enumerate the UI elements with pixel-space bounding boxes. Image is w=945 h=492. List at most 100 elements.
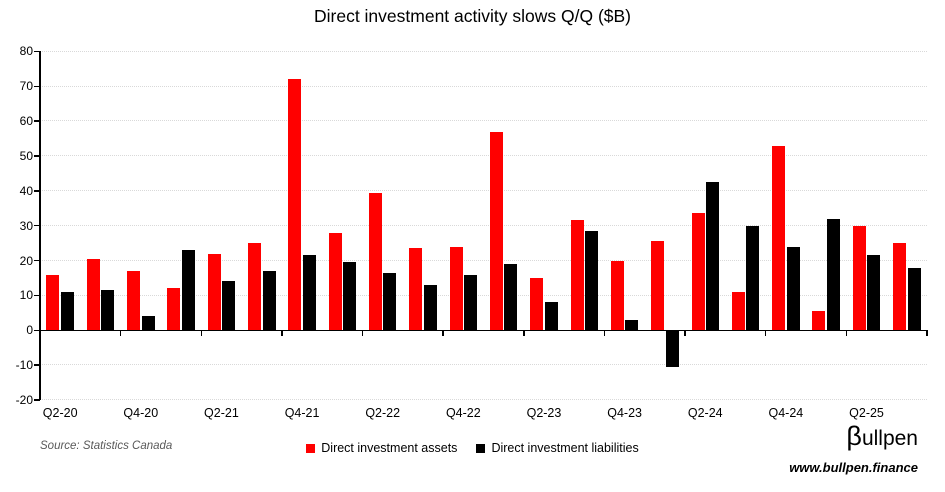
bar-assets-Q4-24 [772,145,786,331]
bar-liabilities-Q2-23 [544,302,558,331]
bar-liabilities-Q1-21 [181,250,195,331]
bar-assets-Q4-21 [288,79,302,331]
y-axis-line [39,51,41,400]
x-axis-tick-8 [684,330,686,337]
x-axis-label-Q2-25: Q2-25 [849,406,884,420]
y-axis-tick--10 [34,364,40,366]
bar-liabilities-Q2-21 [222,281,236,331]
bar-assets-Q3-21 [248,243,261,331]
y-axis-tick-80 [34,50,40,53]
bar-liabilities-Q1-23 [504,264,518,331]
bar-assets-Q1-22 [328,232,342,331]
bar-assets-Q3-22 [409,248,423,331]
gridline-60 [40,120,927,122]
x-axis-zero-line [40,329,927,332]
bar-assets-Q3-23 [570,220,584,331]
x-axis-label-Q2-22: Q2-22 [365,406,401,420]
y-axis-tick-20 [34,259,40,262]
bar-assets-Q3-25 [893,243,907,331]
x-axis-tick-4 [361,330,364,337]
bar-assets-Q4-22 [449,246,463,331]
bar-liabilities-Q3-20 [101,290,115,331]
bar-liabilities-Q1-25 [826,218,840,331]
bar-liabilities-Q4-24 [786,246,800,331]
beta-glyph: β [846,421,862,451]
bar-liabilities-Q2-20 [60,291,74,331]
x-axis-label-Q4-21: Q4-21 [284,406,320,420]
bar-liabilities-Q4-20 [141,316,155,331]
bar-liabilities-Q3-24 [746,225,760,331]
bar-liabilities-Q3-23 [585,230,599,331]
bar-assets-Q2-20 [46,274,60,331]
bar-assets-Q1-24 [651,241,665,331]
x-axis-tick-7 [603,330,606,337]
x-axis-tick-5 [442,330,444,337]
y-axis-label--20: -20 [15,393,33,407]
bar-assets-Q2-24 [691,213,705,331]
bar-liabilities-Q1-24 [665,330,679,367]
x-axis-tick-6 [523,330,525,337]
x-axis-tick-10 [845,330,848,337]
y-axis-label-50: 50 [19,148,33,163]
bar-assets-Q3-20 [86,258,100,331]
x-axis-label-Q4-24: Q4-24 [768,406,804,420]
gridline-50 [40,155,927,157]
bar-liabilities-Q4-22 [464,274,478,331]
bar-assets-Q3-24 [731,291,745,331]
gridline-40 [40,190,927,192]
bar-liabilities-Q1-22 [343,262,357,331]
y-axis-label-30: 30 [19,218,33,233]
bar-liabilities-Q2-24 [706,182,719,331]
bar-assets-Q1-21 [167,288,181,331]
x-axis-tick-3 [281,330,283,337]
gridline-10 [40,294,927,296]
y-axis-tick-50 [34,155,40,157]
gridline-70 [40,85,927,87]
bar-liabilities-Q3-25 [907,267,921,331]
x-axis-label-Q2-20: Q2-20 [42,406,78,420]
y-axis-label-40: 40 [19,183,33,198]
bar-liabilities-Q4-21 [302,255,316,331]
y-axis-label-10: 10 [19,288,33,303]
gridline--10 [40,364,927,366]
x-axis-label-Q4-20: Q4-20 [123,406,159,420]
y-axis-label-60: 60 [19,114,33,129]
bar-assets-Q4-20 [127,271,141,331]
site-url: www.bullpen.finance [789,460,918,475]
gridline-30 [40,224,927,226]
y-axis-tick-60 [34,120,40,122]
source-note: Source: Statistics Canada [40,440,173,452]
y-axis-label-70: 70 [19,79,33,94]
x-axis-label-Q2-23: Q2-23 [526,406,562,420]
gridline-80 [40,50,927,52]
x-axis-tick-2 [200,330,203,337]
bar-liabilities-Q2-22 [383,272,397,331]
x-axis-label-Q2-21: Q2-21 [204,406,239,420]
y-axis-tick-10 [34,294,40,297]
y-axis-tick--20 [34,399,40,401]
y-axis-label-80: 80 [19,44,33,59]
x-axis-tick-0 [39,330,41,337]
brand-logo-text: ullpen [861,427,918,450]
y-axis-label-20: 20 [19,253,33,268]
y-axis-label--10: -10 [15,358,33,373]
chart-title: Direct investment activity slows Q/Q ($B… [313,6,632,26]
y-axis-label-0: 0 [26,323,33,338]
y-axis-tick-0 [34,329,40,332]
bar-assets-Q2-25 [852,225,866,331]
bar-assets-Q4-23 [610,260,624,331]
x-axis-label-Q4-23: Q4-23 [607,406,642,420]
gridline--20 [40,399,927,401]
x-axis-tick-11 [926,330,928,337]
bar-assets-Q1-23 [489,131,503,331]
bar-liabilities-Q3-22 [423,284,437,331]
bar-assets-Q2-23 [530,277,544,331]
y-axis-tick-70 [34,85,40,87]
x-axis-label-Q2-24: Q2-24 [687,406,723,420]
bar-liabilities-Q2-25 [867,255,881,331]
bar-liabilities-Q3-21 [262,271,276,331]
x-axis-tick-1 [119,330,122,337]
y-axis-tick-30 [34,224,40,227]
